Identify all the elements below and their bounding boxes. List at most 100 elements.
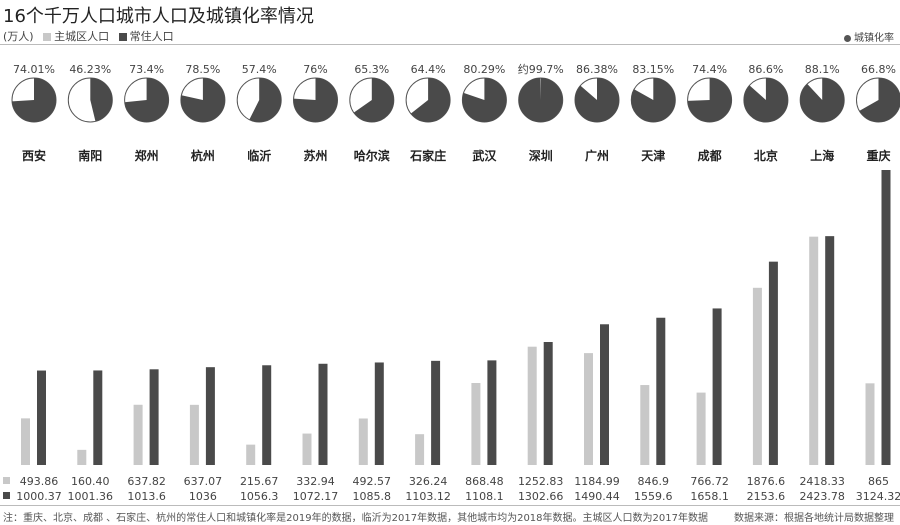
value-label-resident: 1559.6: [634, 490, 673, 503]
legend-swatch-main: [3, 477, 10, 484]
category-label: 杭州: [191, 148, 215, 163]
value-label-main: 868.48: [465, 475, 504, 488]
category-label: 武汉: [472, 148, 497, 163]
bar-main-urban: [696, 392, 706, 465]
pie-slice: [800, 78, 845, 123]
pie-slice: [249, 77, 282, 122]
pie-slice: [410, 78, 451, 123]
urbanization-label: 57.4%: [242, 63, 277, 76]
divider: [0, 44, 900, 45]
pie-slice: [293, 78, 338, 122]
value-label-resident: 1658.1: [690, 490, 729, 503]
urbanization-label: 64.4%: [411, 63, 446, 76]
category-label: 广州: [585, 148, 609, 163]
urbanization-label: 66.8%: [861, 63, 896, 76]
bar-resident: [374, 362, 384, 465]
category-label: 深圳: [529, 148, 553, 163]
bar-resident: [318, 363, 328, 465]
value-label-main: 637.82: [127, 475, 166, 488]
value-label-resident: 1056.3: [240, 490, 279, 503]
bar-main-urban: [865, 383, 875, 465]
value-label-main: 637.07: [184, 475, 223, 488]
category-label: 石家庄: [409, 148, 446, 163]
value-label-resident: 1108.1: [465, 490, 504, 503]
urbanization-label: 86.6%: [748, 63, 783, 76]
urbanization-label: 65.3%: [354, 63, 389, 76]
value-label-main: 215.67: [240, 475, 279, 488]
urbanization-label: 74.01%: [13, 63, 55, 76]
pie-slice: [90, 78, 113, 122]
category-label: 临沂: [247, 148, 271, 163]
legend-swatch-resident: [118, 33, 127, 41]
legend-resident: 常住人口: [129, 30, 174, 43]
bar-resident: [205, 367, 215, 465]
pie-slice: [462, 78, 507, 122]
pie-slice: [124, 78, 169, 123]
bar-main-urban: [302, 433, 312, 465]
bar-resident: [37, 370, 46, 465]
bar-resident: [431, 360, 441, 465]
data-source: 数据来源：根据各地统计局数据整理: [734, 513, 894, 524]
category-label: 哈尔滨: [354, 148, 390, 163]
bar-main-urban: [415, 434, 425, 465]
bar-main-urban: [358, 418, 368, 465]
value-label-main: 493.86: [20, 475, 59, 488]
bar-main-urban: [133, 404, 143, 465]
bar-main-urban: [809, 236, 819, 465]
bar-main-urban: [527, 346, 537, 465]
bar-resident: [487, 360, 497, 465]
value-label-resident: 1072.17: [293, 490, 339, 503]
value-label-main: 865: [868, 475, 889, 488]
category-label: 天津: [641, 148, 665, 163]
pie-slice: [180, 78, 225, 122]
value-label-main: 766.72: [690, 475, 729, 488]
urbanization-label: 约99.7%: [518, 63, 564, 76]
value-label-resident: 1001.36: [68, 490, 114, 503]
bar-resident: [768, 261, 778, 465]
value-label-main: 1876.6: [747, 475, 786, 488]
bar-main-urban: [471, 382, 481, 465]
category-label: 成都: [698, 148, 722, 163]
pie-slice: [687, 78, 732, 123]
pie-slice: [743, 78, 788, 123]
category-label: 郑州: [135, 148, 159, 163]
urbanization-label: 73.4%: [129, 63, 164, 76]
bar-resident: [93, 370, 103, 465]
value-label-main: 332.94: [296, 475, 335, 488]
value-label-main: 1252.83: [518, 475, 564, 488]
chart-title: 16个千万人口城市人口及城镇化率情况: [3, 6, 314, 27]
pie-slice: [575, 77, 620, 122]
bar-main-urban: [77, 449, 87, 465]
bar-resident: [600, 324, 609, 465]
category-label: 北京: [754, 148, 778, 163]
urbanization-label: 83.15%: [632, 63, 674, 76]
bar-main-urban: [189, 404, 199, 465]
legend-main: 主城区人口: [54, 30, 110, 43]
value-label-resident: 2423.78: [799, 490, 845, 503]
value-label-main: 492.57: [353, 475, 392, 488]
category-label: 重庆: [866, 148, 890, 163]
urbanization-label: 88.1%: [805, 63, 840, 76]
pie-slice: [353, 78, 394, 123]
legend-swatch-resident: [3, 492, 10, 499]
footnote: 注：重庆、北京、成都 、石家庄、杭州的常住人口和城镇化率是2019年的数据，临沂…: [3, 513, 708, 524]
legend-urbanization-label: 城镇化率: [854, 33, 894, 44]
divider: [0, 505, 900, 506]
bar-resident: [881, 170, 891, 465]
value-label-resident: 1013.6: [127, 490, 166, 503]
value-label-main: 160.40: [71, 475, 110, 488]
pie-slice: [631, 78, 676, 123]
bar-resident: [656, 317, 666, 465]
value-label-resident: 2153.6: [747, 490, 786, 503]
value-label-resident: 1103.12: [405, 490, 451, 503]
bar-main-urban: [246, 444, 256, 465]
category-label: 上海: [810, 148, 834, 163]
value-label-resident: 1490.44: [574, 490, 620, 503]
value-label-main: 1184.99: [574, 475, 620, 488]
category-label: 南阳: [78, 148, 102, 163]
value-label-main: 2418.33: [799, 475, 845, 488]
pie-slice: [859, 78, 900, 122]
unit-label: (万人): [3, 30, 34, 43]
legend-urbanization: 城镇化率: [844, 29, 894, 44]
